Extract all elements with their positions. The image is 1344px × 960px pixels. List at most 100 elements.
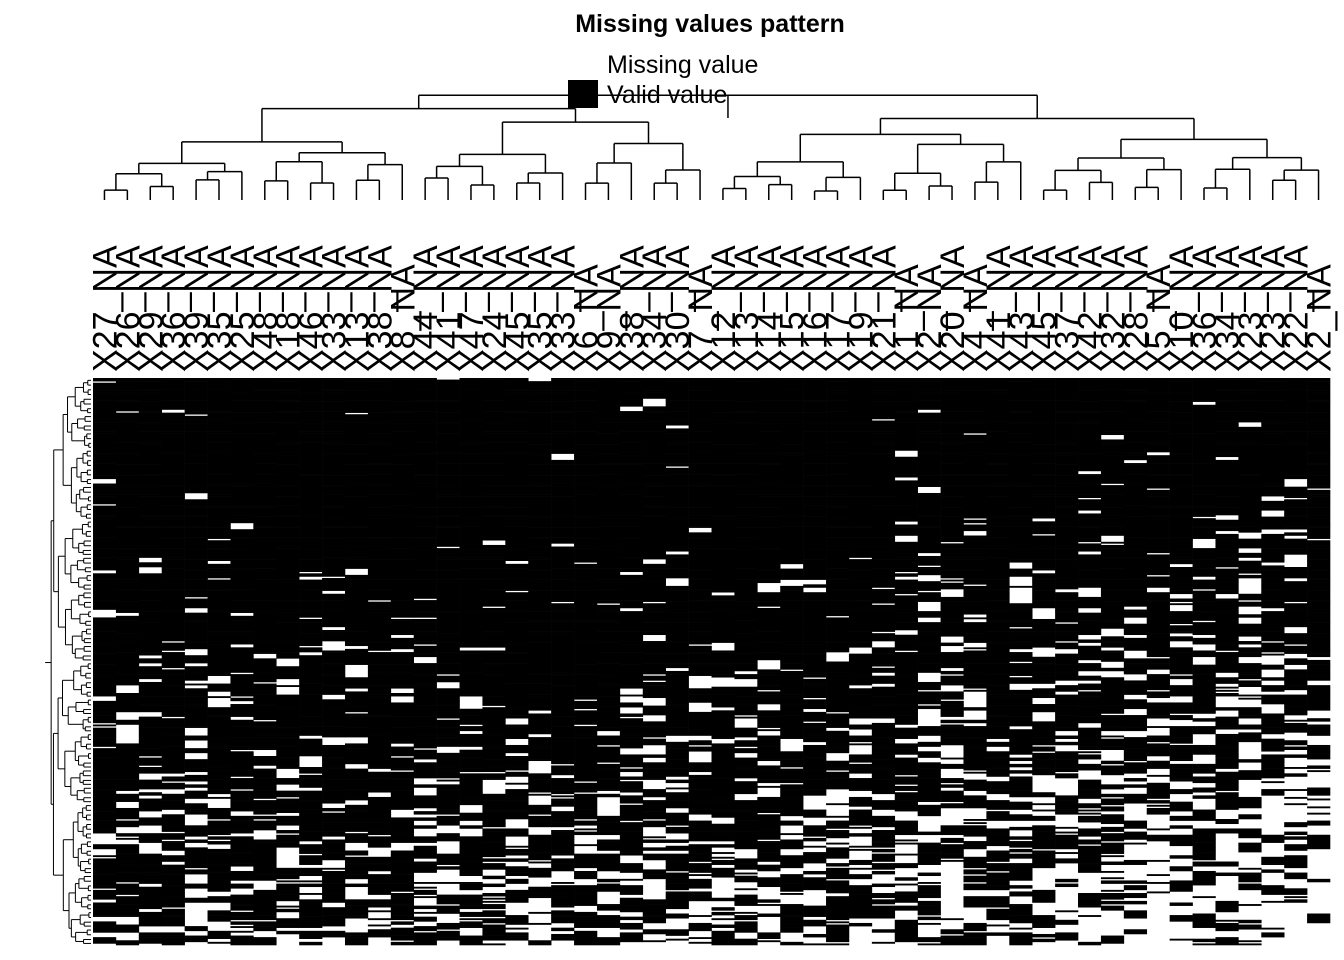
heatmap-cell-valid (734, 845, 758, 850)
heatmap-cell-valid (93, 548, 117, 557)
heatmap-cell-valid (596, 719, 621, 724)
heatmap-cell-valid (505, 859, 529, 862)
heatmap-cell-valid (596, 587, 621, 590)
heatmap-cell-valid (436, 705, 460, 714)
heatmap-cell-valid (780, 779, 804, 784)
heatmap-cell-valid (688, 398, 712, 401)
heatmap-cell-valid (390, 606, 415, 613)
heatmap-cell-valid (642, 459, 666, 462)
heatmap-cell-valid (642, 519, 666, 522)
heatmap-cell-valid (665, 429, 689, 434)
heatmap-cell-valid (413, 403, 437, 406)
heatmap-cell-valid (115, 489, 140, 495)
heatmap-cell-valid (138, 768, 163, 774)
heatmap-cell-valid (276, 738, 300, 747)
heatmap-cell-valid (551, 839, 575, 848)
heatmap-cell-valid (528, 639, 552, 642)
heatmap-cell-valid (276, 875, 300, 880)
heatmap-cell-valid (665, 568, 689, 574)
heatmap-cell-valid (93, 844, 117, 847)
heatmap-cell-valid (413, 466, 437, 470)
heatmap-cell-valid (184, 428, 208, 431)
heatmap-cell-valid (230, 858, 254, 864)
heatmap-cell-valid (665, 882, 689, 884)
heatmap-cell-valid (482, 552, 506, 555)
heatmap-cell-valid (138, 932, 163, 936)
heatmap-cell-valid (93, 524, 117, 535)
heatmap-cell-valid (528, 713, 552, 719)
heatmap-cell-valid (734, 787, 758, 793)
heatmap-cell-valid (161, 908, 185, 913)
heatmap-cell-valid (619, 825, 644, 832)
heatmap-cell-valid (322, 814, 346, 817)
heatmap-cell-valid (322, 606, 346, 609)
heatmap-cell-valid (207, 496, 231, 503)
heatmap-cell-valid (253, 543, 277, 546)
heatmap-cell-valid (642, 565, 666, 568)
heatmap-cell-valid (780, 839, 804, 845)
heatmap-cell-valid (161, 568, 185, 573)
heatmap-cell-valid (184, 417, 208, 421)
heatmap-cell-valid (505, 389, 529, 391)
heatmap-cell-valid (619, 737, 644, 743)
heatmap-cell-valid (390, 751, 415, 757)
heatmap-cell-valid (436, 911, 460, 914)
heatmap-cell-valid (734, 759, 758, 762)
heatmap-cell-valid (551, 623, 575, 629)
heatmap-cell-valid (436, 727, 460, 732)
heatmap-cell-valid (322, 631, 346, 634)
heatmap-cell-valid (459, 886, 483, 889)
heatmap-cell-valid (161, 669, 185, 673)
heatmap-cell-valid (390, 420, 415, 424)
heatmap-cell-valid (734, 941, 758, 946)
heatmap-cell-valid (688, 711, 712, 714)
heatmap-cell-valid (276, 767, 300, 769)
heatmap-cell-valid (367, 549, 392, 560)
heatmap-cell-valid (93, 886, 117, 889)
heatmap-cell-valid (505, 426, 529, 429)
heatmap-cell-valid (344, 563, 369, 566)
heatmap-cell-valid (642, 874, 666, 880)
column-label: X1_NA (888, 264, 926, 372)
heatmap-cell-valid (574, 571, 598, 576)
heatmap-cell-valid (711, 702, 735, 705)
heatmap-cell-valid (688, 762, 712, 773)
heatmap-cell-valid (780, 452, 804, 454)
heatmap-cell-valid (207, 880, 231, 883)
heatmap-cell-valid (93, 557, 117, 563)
heatmap-cell-valid (734, 455, 758, 464)
heatmap-cell-valid (230, 853, 254, 858)
heatmap-cell-valid (482, 592, 506, 598)
heatmap-cell-valid (276, 516, 300, 522)
heatmap-cell-valid (574, 459, 598, 465)
heatmap-cell-valid (688, 825, 712, 829)
heatmap-cell-valid (665, 930, 689, 935)
heatmap-cell-valid (390, 417, 415, 421)
heatmap-cell-valid (367, 563, 392, 566)
heatmap-cell-valid (551, 795, 575, 798)
heatmap-cell-valid (390, 817, 415, 828)
heatmap-cell-valid (253, 568, 277, 571)
heatmap-cell-valid (413, 756, 437, 760)
heatmap-cell-valid (528, 674, 552, 678)
heatmap-cell-valid (482, 729, 506, 733)
heatmap-cell-valid (459, 507, 483, 514)
heatmap-cell-valid (322, 461, 346, 467)
heatmap-cell-valid (757, 652, 781, 656)
heatmap-cell-valid (253, 626, 277, 637)
heatmap-cell-valid (665, 845, 689, 848)
heatmap-cell-valid (184, 935, 208, 938)
heatmap-cell-valid (230, 544, 254, 550)
heatmap-cell-valid (253, 584, 277, 588)
heatmap-cell-valid (367, 406, 392, 413)
heatmap-cell-valid (413, 492, 437, 500)
heatmap-cell-valid (344, 729, 369, 738)
heatmap-cell-valid (230, 806, 254, 809)
heatmap-cell-valid (459, 941, 483, 944)
heatmap-cell-valid (642, 685, 666, 688)
heatmap-cell-valid (436, 922, 460, 925)
heatmap-cell-valid (596, 541, 621, 546)
heatmap-cell-valid (780, 661, 804, 664)
heatmap-cell-valid (757, 746, 781, 750)
heatmap-cell-valid (184, 790, 208, 793)
